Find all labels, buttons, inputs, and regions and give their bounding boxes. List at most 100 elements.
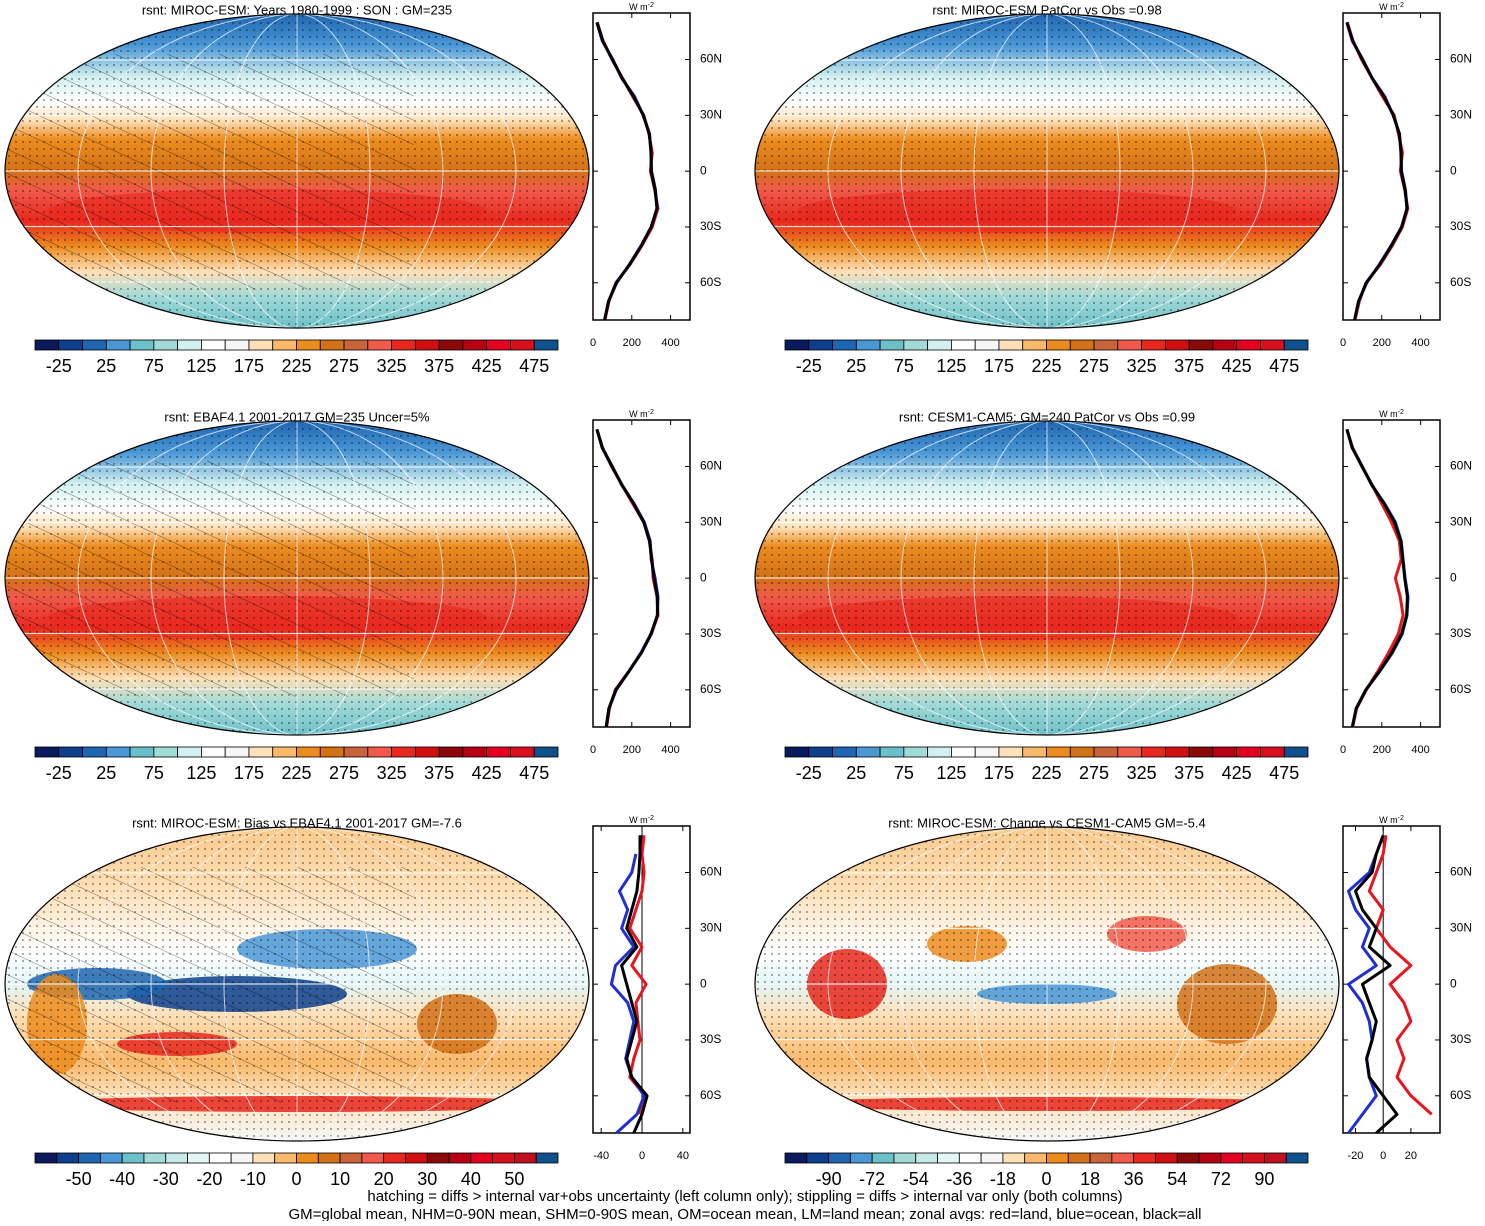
colorbar-box (1188, 746, 1214, 758)
colorbar-box (510, 339, 535, 351)
colorbar-box (1069, 746, 1095, 758)
hatching (5, 867, 414, 1103)
colorbar-box (1283, 746, 1309, 758)
y-tick-label: 30S (1450, 1032, 1471, 1046)
colorbar-box (201, 746, 226, 758)
colorbar-box (201, 339, 226, 351)
map-outline (754, 826, 1340, 1142)
colorbar-box (391, 746, 416, 758)
colorbar-box (1176, 1152, 1200, 1164)
colorbar-box (177, 339, 202, 351)
colorbar-label: 50 (504, 1169, 524, 1189)
unit-label: W m-2 (1379, 409, 1404, 420)
colorbar-label: 425 (472, 356, 502, 376)
colorbar-box (34, 339, 60, 351)
colorbar-box (808, 746, 833, 758)
colorbar-box (1260, 339, 1285, 351)
x-tick-label: 200 (1373, 744, 1391, 756)
x-tick-label: 40 (677, 1150, 689, 1162)
map-outline (754, 420, 1340, 736)
colorbar-box (383, 1152, 406, 1164)
colorbar-label: 25 (846, 356, 866, 376)
graticule (150, 421, 444, 735)
colorbar-box (391, 339, 416, 351)
unit-sup: -2 (648, 815, 654, 822)
colorbar-box (832, 746, 857, 758)
colorbar-label: 72 (1211, 1169, 1231, 1189)
y-tick-label: 60S (1450, 1088, 1471, 1102)
y-tick-label: 0 (700, 570, 707, 584)
colorbar-label: 325 (377, 763, 407, 783)
map-outline (754, 13, 1340, 329)
zonal-frame (592, 419, 691, 728)
colorbar-box (272, 746, 297, 758)
zonal-frame (592, 12, 691, 321)
y-tick-label: 30N (700, 515, 722, 529)
y-tick-label: 60S (700, 682, 721, 696)
x-tick-label: 0 (1380, 1150, 1386, 1162)
colorbar-label: -54 (903, 1169, 929, 1189)
map (755, 14, 1339, 328)
colorbar-box (1198, 1152, 1222, 1164)
colorbar-box (224, 339, 250, 351)
unit-base: W m (1379, 409, 1398, 419)
colorbar-box (1024, 1152, 1047, 1164)
y-tick-label: 60N (1450, 459, 1472, 473)
colorbar-label: 54 (1167, 1169, 1187, 1189)
unit-base: W m (629, 815, 648, 825)
graticule (150, 827, 444, 1141)
zonal-frame (1342, 12, 1441, 321)
colorbar-label: 25 (96, 356, 116, 376)
colorbar-box (1164, 339, 1190, 351)
y-tick-label: 0 (1450, 976, 1457, 990)
colorbar-box (129, 339, 155, 351)
colorbar-box (980, 1152, 1004, 1164)
colorbar-box (34, 1152, 58, 1164)
colorbar-label: 175 (234, 356, 264, 376)
colorbar-box (462, 746, 488, 758)
colorbar-label: -90 (816, 1169, 842, 1189)
colorbar-box (470, 1152, 494, 1164)
x-tick-label: 200 (1373, 337, 1391, 349)
zonal-line (1367, 835, 1433, 1116)
colorbar-label: 225 (281, 763, 311, 783)
colorbar-box (1046, 339, 1071, 351)
zonal-line (628, 835, 648, 1115)
colorbar-box (1117, 746, 1142, 758)
colorbar-box (438, 339, 464, 351)
colorbar-box (343, 339, 369, 351)
graticule (900, 827, 1194, 1141)
colorbar-label: -25 (46, 763, 72, 783)
colorbar-label: 275 (329, 763, 359, 783)
unit-label: W m-2 (629, 815, 654, 826)
unit-label: W m-2 (629, 409, 654, 420)
colorbar-label: 375 (1174, 763, 1204, 783)
colorbar-box (99, 1152, 123, 1164)
colorbar-label: 325 (377, 356, 407, 376)
colorbar-box (405, 1152, 428, 1164)
y-tick-label: 30N (700, 921, 722, 935)
panel-title: rsnt: EBAF4.1 2001-2017 GM=235 Uncer=5% (164, 409, 430, 424)
colorbar-box (903, 339, 929, 351)
hatching (5, 461, 414, 697)
colorbar-box (806, 1152, 829, 1164)
zonal-line (595, 21, 659, 321)
colorbar-label: 325 (1127, 763, 1157, 783)
colorbar-box (272, 339, 297, 351)
colorbar-box (426, 1152, 450, 1164)
graticule (77, 421, 517, 735)
colorbar-box (879, 746, 905, 758)
colorbar-box (510, 746, 535, 758)
x-tick-label: 200 (623, 337, 641, 349)
colorbar-box (208, 1152, 232, 1164)
colorbar-box (1046, 746, 1071, 758)
colorbar-box (448, 1152, 472, 1164)
y-tick-label: 60S (700, 1088, 721, 1102)
colorbar-label: 75 (894, 356, 914, 376)
colorbar-label: 25 (846, 763, 866, 783)
x-tick-label: 400 (1411, 337, 1429, 349)
colorbar-label: -30 (153, 1169, 179, 1189)
colorbar-box (462, 339, 488, 351)
colorbar-box (56, 1152, 79, 1164)
x-tick-label: -40 (593, 1150, 609, 1162)
